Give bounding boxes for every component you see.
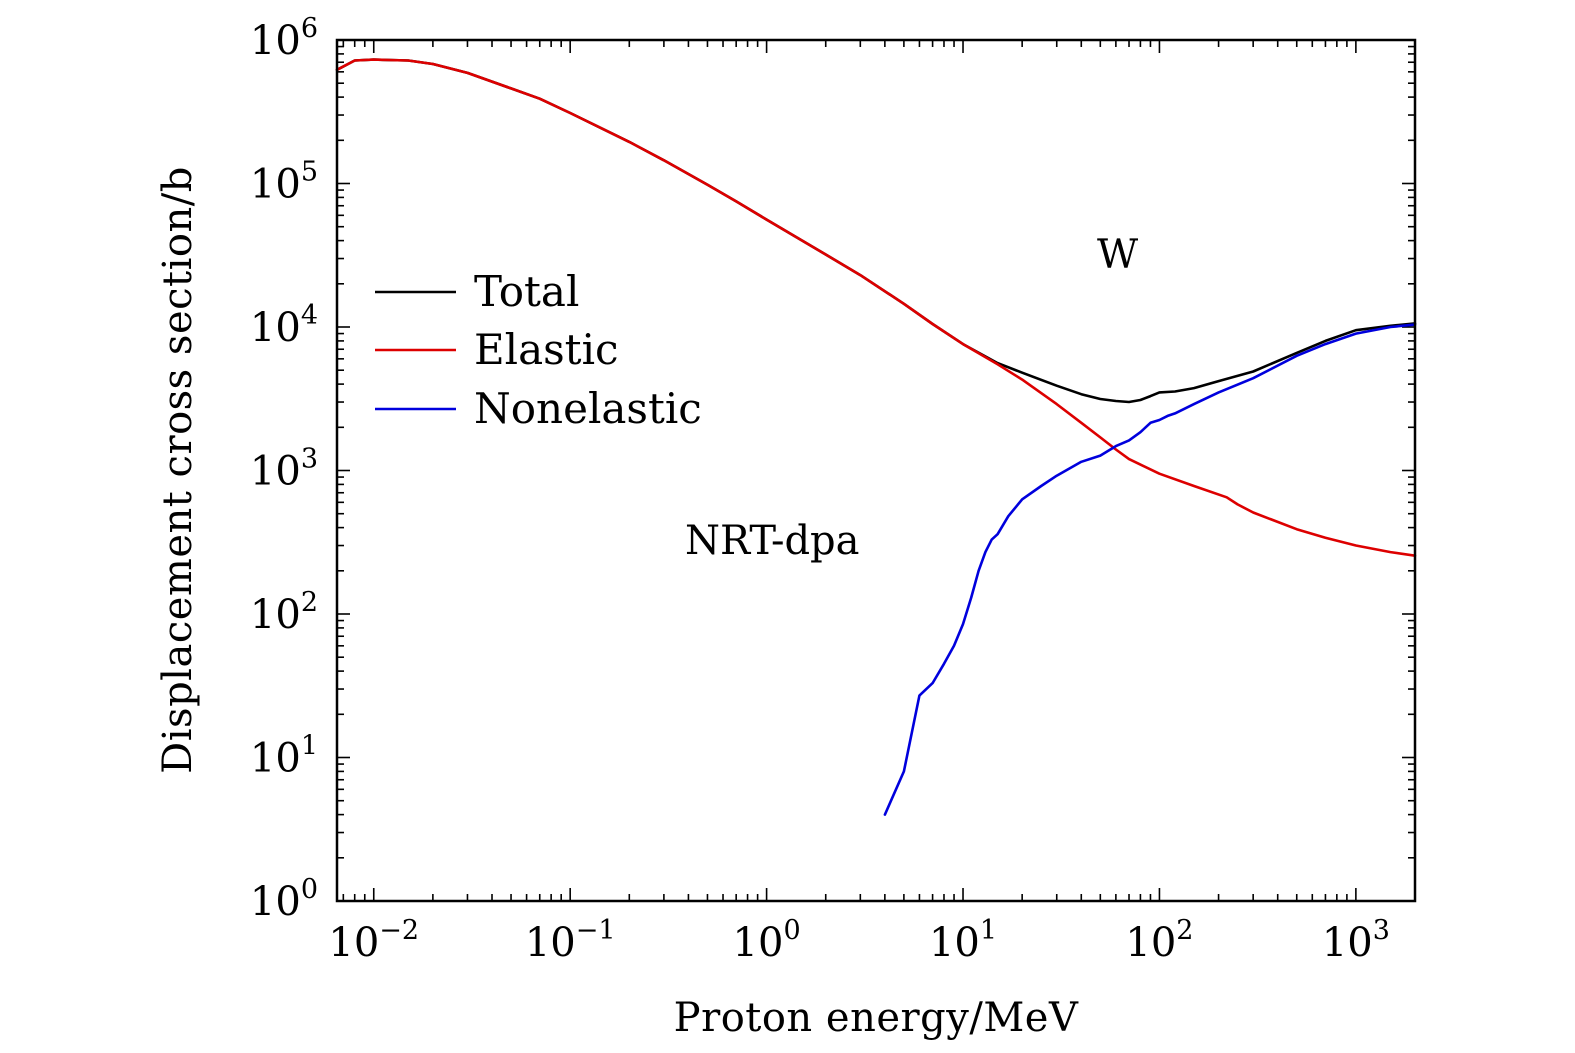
x-tick-label: 101 — [929, 915, 997, 966]
series-line-elastic — [335, 58, 1417, 558]
legend-label-total: Total — [474, 267, 579, 316]
y-tick-label: 101 — [250, 731, 318, 782]
x-tick-label: 102 — [1125, 915, 1193, 966]
x-tick-label: 10−2 — [328, 915, 419, 966]
tick-marks — [337, 39, 1416, 902]
legend: Total Elastic Nonelastic — [375, 267, 702, 433]
legend-label-nonelastic: Nonelastic — [474, 384, 702, 433]
x-tick-label: 10−1 — [525, 915, 616, 966]
y-tick-label: 103 — [250, 444, 318, 495]
plot-frame — [335, 38, 1417, 903]
y-tick-label: 100 — [250, 874, 318, 925]
x-tick-label: 100 — [733, 915, 801, 966]
x-tick-label: 103 — [1322, 915, 1390, 966]
y-tick-label: 102 — [250, 587, 318, 638]
y-axis-label: Displacement cross section/b — [155, 166, 201, 774]
y-tick-label: 105 — [250, 157, 318, 208]
x-axis-label: Proton energy/MeV — [674, 995, 1079, 1041]
series-lines — [335, 58, 1417, 816]
series-line-nonelastic — [883, 323, 1417, 816]
y-tick-label: 104 — [250, 300, 318, 351]
y-tick-label: 106 — [250, 13, 318, 64]
annotation-method: NRT-dpa — [685, 518, 860, 564]
legend-label-elastic: Elastic — [474, 325, 619, 374]
tick-labels: 10−2 10−1 100 101 102 103 100 101 102 103 104 105 10… — [250, 13, 1390, 966]
annotation-element: W — [1097, 232, 1138, 278]
